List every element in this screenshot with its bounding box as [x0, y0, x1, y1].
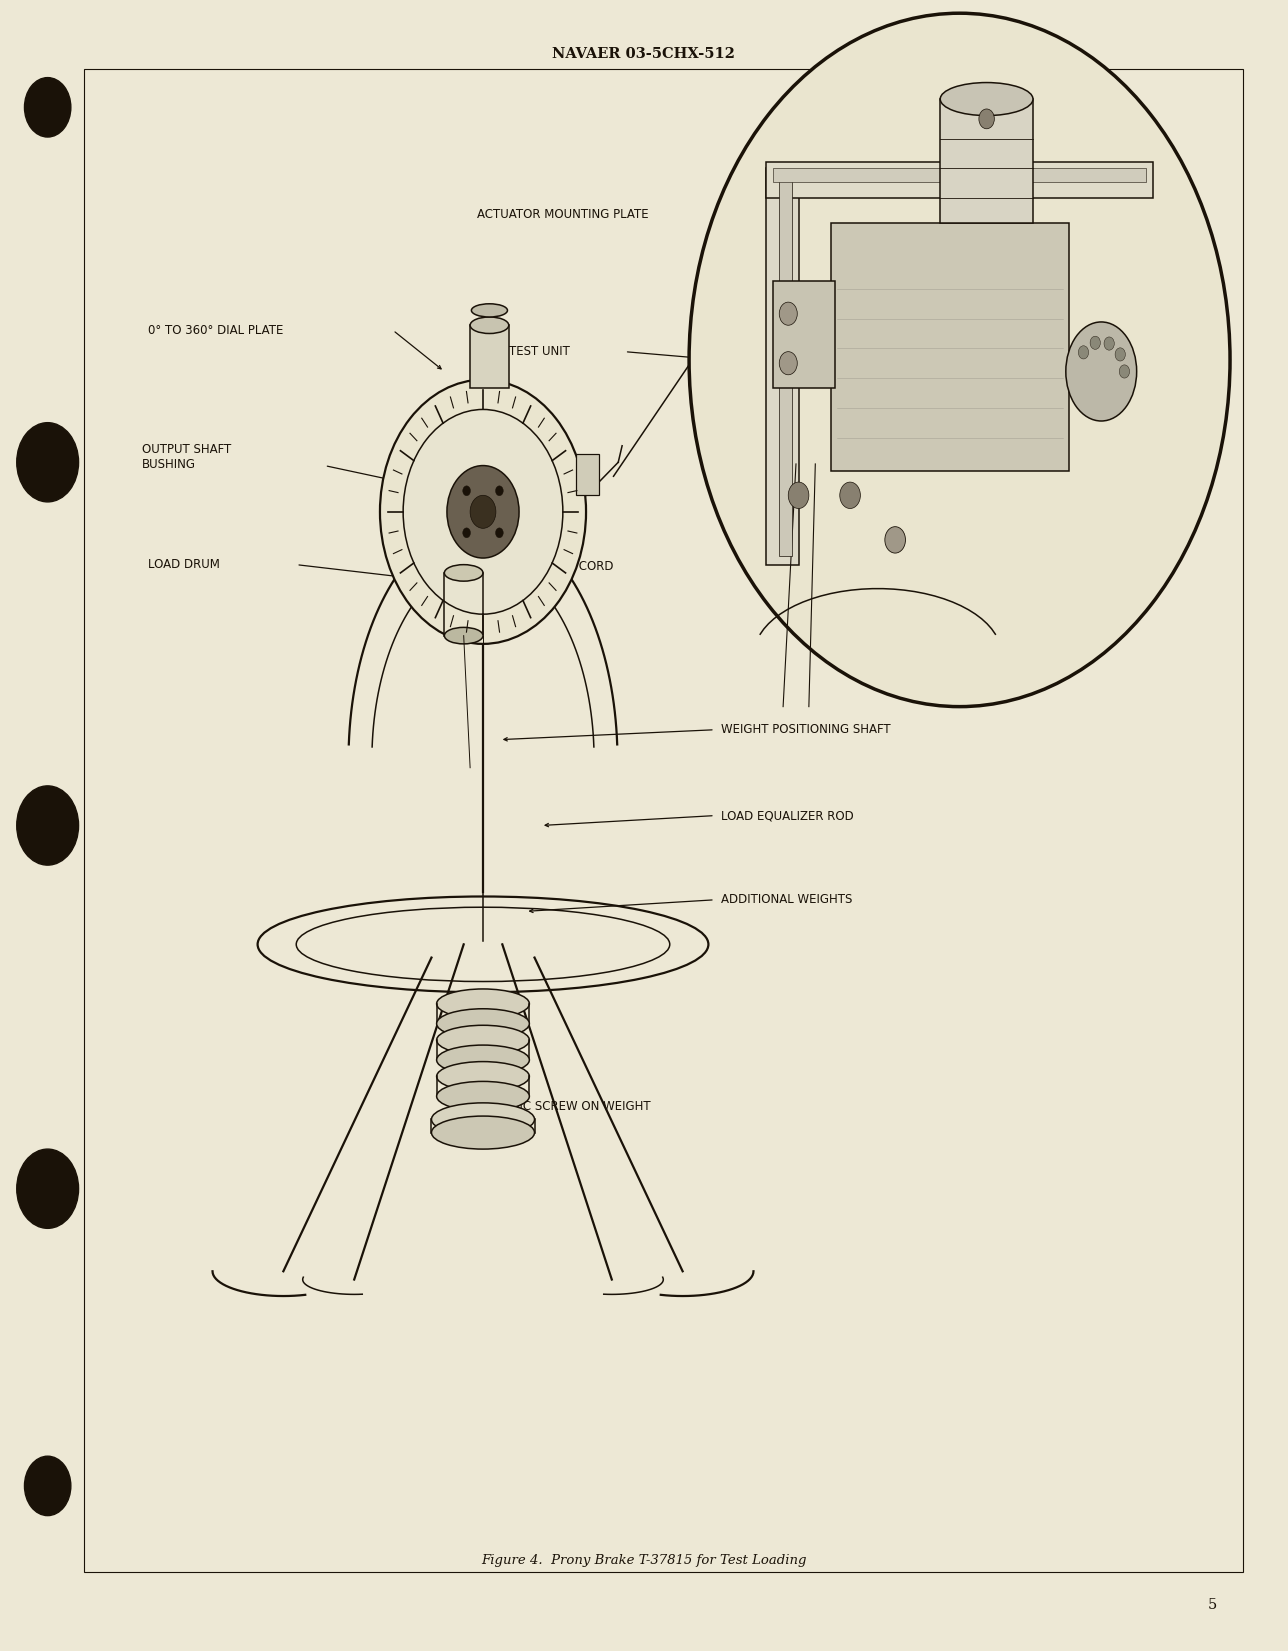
Text: DRUM AND DIAL
MOUNTING PLATE: DRUM AND DIAL MOUNTING PLATE	[891, 540, 996, 566]
Ellipse shape	[437, 1045, 529, 1075]
Text: BASIC SCREW ON WEIGHT: BASIC SCREW ON WEIGHT	[496, 1100, 650, 1113]
Circle shape	[788, 482, 809, 509]
Ellipse shape	[437, 989, 529, 1019]
Ellipse shape	[437, 1081, 529, 1111]
Circle shape	[17, 1149, 79, 1228]
Circle shape	[470, 495, 496, 528]
Circle shape	[689, 13, 1230, 707]
Circle shape	[462, 528, 470, 538]
Text: OUTPUT SHAFT
BUSHING: OUTPUT SHAFT BUSHING	[142, 444, 231, 471]
Circle shape	[779, 352, 797, 375]
Circle shape	[840, 482, 860, 509]
Circle shape	[979, 109, 994, 129]
Text: Figure 4.  Prony Brake T-37815 for Test Loading: Figure 4. Prony Brake T-37815 for Test L…	[482, 1554, 806, 1567]
Text: ACTUATOR MOUNTING PLATE: ACTUATOR MOUNTING PLATE	[477, 208, 648, 221]
Text: NYLON CORD: NYLON CORD	[535, 560, 613, 573]
Ellipse shape	[437, 1025, 529, 1055]
FancyBboxPatch shape	[773, 281, 835, 388]
FancyBboxPatch shape	[940, 99, 1033, 223]
Circle shape	[1115, 348, 1126, 362]
Circle shape	[462, 485, 470, 495]
FancyBboxPatch shape	[773, 168, 1146, 182]
Circle shape	[403, 409, 563, 614]
Circle shape	[496, 485, 504, 495]
Circle shape	[885, 527, 905, 553]
Circle shape	[24, 78, 71, 137]
Circle shape	[1104, 337, 1114, 350]
Text: LOAD EQUALIZER ROD: LOAD EQUALIZER ROD	[721, 809, 854, 822]
Circle shape	[24, 1456, 71, 1516]
Ellipse shape	[471, 304, 507, 317]
Circle shape	[1119, 365, 1130, 378]
Text: ADDITIONAL WEIGHTS: ADDITIONAL WEIGHTS	[721, 893, 853, 906]
Circle shape	[17, 423, 79, 502]
Ellipse shape	[431, 1103, 535, 1136]
Text: NAVAER 03-5CHX-512: NAVAER 03-5CHX-512	[553, 48, 735, 61]
Circle shape	[17, 786, 79, 865]
FancyBboxPatch shape	[766, 168, 799, 565]
Circle shape	[1090, 337, 1100, 350]
Text: LOAD DRUM: LOAD DRUM	[148, 558, 220, 571]
Circle shape	[447, 466, 519, 558]
Circle shape	[380, 380, 586, 644]
Text: WEIGHT POSITIONING SHAFT: WEIGHT POSITIONING SHAFT	[721, 723, 891, 736]
Ellipse shape	[1065, 322, 1136, 421]
FancyBboxPatch shape	[779, 177, 792, 556]
Circle shape	[496, 528, 504, 538]
FancyBboxPatch shape	[831, 223, 1069, 471]
FancyBboxPatch shape	[470, 325, 509, 388]
FancyBboxPatch shape	[576, 454, 599, 495]
Ellipse shape	[431, 1116, 535, 1149]
Circle shape	[1078, 345, 1088, 358]
Ellipse shape	[444, 565, 483, 581]
Text: 5: 5	[1208, 1598, 1217, 1611]
FancyBboxPatch shape	[766, 162, 1153, 198]
Circle shape	[779, 302, 797, 325]
Ellipse shape	[444, 627, 483, 644]
Text: 0° TO 360° DIAL PLATE: 0° TO 360° DIAL PLATE	[148, 324, 283, 337]
Ellipse shape	[437, 1009, 529, 1038]
Ellipse shape	[470, 317, 509, 334]
Text: TEST UNIT: TEST UNIT	[509, 345, 569, 358]
Ellipse shape	[437, 1062, 529, 1091]
Ellipse shape	[940, 83, 1033, 116]
